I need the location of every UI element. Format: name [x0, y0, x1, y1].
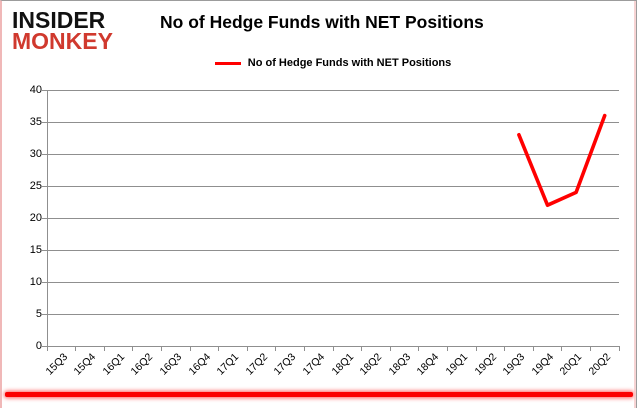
y-axis-tick-label: 5 — [35, 307, 42, 320]
brand-red-bottom-bar — [5, 392, 633, 397]
y-axis-tick — [42, 249, 47, 251]
x-axis-tick-label: 16Q3 — [157, 351, 185, 378]
y-axis-tick-label: 25 — [29, 179, 42, 192]
y-axis-tick — [42, 217, 47, 219]
x-axis-tick-label: 17Q3 — [271, 351, 299, 378]
x-axis-tick-label: 18Q3 — [386, 351, 413, 378]
legend-label: No of Hedge Funds with NET Positions — [247, 57, 452, 69]
x-axis-tick-label: 20Q1 — [557, 351, 585, 378]
y-gridline — [47, 313, 619, 315]
y-gridline — [47, 121, 619, 123]
x-axis-tick — [132, 346, 134, 351]
x-axis-tick-label: 15Q4 — [71, 351, 99, 378]
chart-title: No of Hedge Funds with NET Positions — [160, 12, 484, 32]
y-axis-tick — [42, 89, 47, 91]
x-axis-tick-label: 18Q4 — [414, 351, 442, 378]
y-gridline — [47, 281, 619, 283]
y-axis-tick — [42, 313, 47, 315]
x-axis-tick — [589, 346, 591, 351]
y-axis-tick-label: 0 — [35, 339, 42, 352]
x-axis-tick — [160, 346, 162, 351]
y-axis-tick — [42, 345, 47, 347]
logo-text-monkey: MONKEY — [12, 28, 113, 55]
y-gridline — [47, 153, 619, 155]
y-gridline — [47, 185, 619, 187]
x-axis-tick-label: 17Q4 — [300, 351, 328, 378]
x-axis-tick — [246, 346, 248, 351]
series-line-layer — [517, 113, 607, 207]
x-axis-tick — [218, 346, 220, 351]
x-axis-tick — [389, 346, 391, 351]
x-axis-tick-label: 20Q2 — [586, 351, 614, 378]
x-axis-tick-label: 15Q3 — [43, 351, 70, 378]
x-axis-tick — [504, 346, 506, 351]
x-axis-tick-label: 16Q1 — [100, 351, 127, 378]
x-axis-tick — [303, 346, 305, 351]
x-axis-tick-label: 18Q1 — [329, 351, 356, 378]
hedge-fund-count-line — [517, 113, 607, 207]
x-axis-tick-label: 19Q3 — [500, 351, 528, 378]
x-axis-tick-label: 18Q2 — [357, 351, 385, 378]
x-axis-tick-label: 17Q2 — [243, 351, 270, 378]
x-axis-tick — [446, 346, 448, 351]
y-axis-tick — [42, 185, 47, 187]
x-axis-tick-label: 19Q1 — [443, 351, 471, 378]
x-axis-tick — [75, 346, 77, 351]
y-axis-tick-label: 30 — [29, 147, 42, 160]
x-axis-tick-label: 19Q4 — [529, 351, 556, 378]
x-axis-tick — [475, 346, 477, 351]
x-axis-tick — [275, 346, 277, 351]
x-axis-tick — [618, 346, 620, 351]
y-axis-tick-label: 15 — [29, 243, 42, 256]
y-axis-tick — [42, 121, 47, 123]
x-axis-tick — [561, 346, 563, 351]
y-axis-tick — [42, 153, 47, 155]
y-gridline — [47, 89, 619, 91]
y-gridline — [47, 217, 619, 219]
y-gridline — [47, 249, 619, 251]
legend-line-swatch — [214, 61, 241, 65]
y-axis-tick — [42, 281, 47, 283]
x-axis-tick — [46, 346, 48, 351]
x-axis-tick-label: 19Q2 — [472, 351, 499, 378]
x-axis-tick-label: 17Q1 — [214, 351, 242, 378]
x-axis-tick — [332, 346, 334, 351]
x-axis-tick-label: 16Q2 — [128, 351, 156, 378]
x-axis-tick — [361, 346, 363, 351]
y-axis-tick-label: 40 — [29, 83, 42, 96]
logo-text-insider: INSIDER — [12, 7, 106, 33]
y-axis-line — [46, 90, 48, 346]
insider-monkey-logo: INSIDER MONKEY — [12, 7, 113, 55]
x-axis-tick — [103, 346, 105, 351]
y-axis-tick-label: 10 — [29, 275, 42, 288]
y-axis-tick-label: 20 — [29, 211, 42, 224]
x-axis-tick-label: 16Q4 — [186, 351, 213, 378]
y-axis-tick-label: 35 — [29, 115, 42, 128]
x-axis-tick — [532, 346, 534, 351]
chart-legend: No of Hedge Funds with NET Positions — [47, 57, 619, 69]
x-axis-tick — [189, 346, 191, 351]
x-axis-tick — [418, 346, 420, 351]
